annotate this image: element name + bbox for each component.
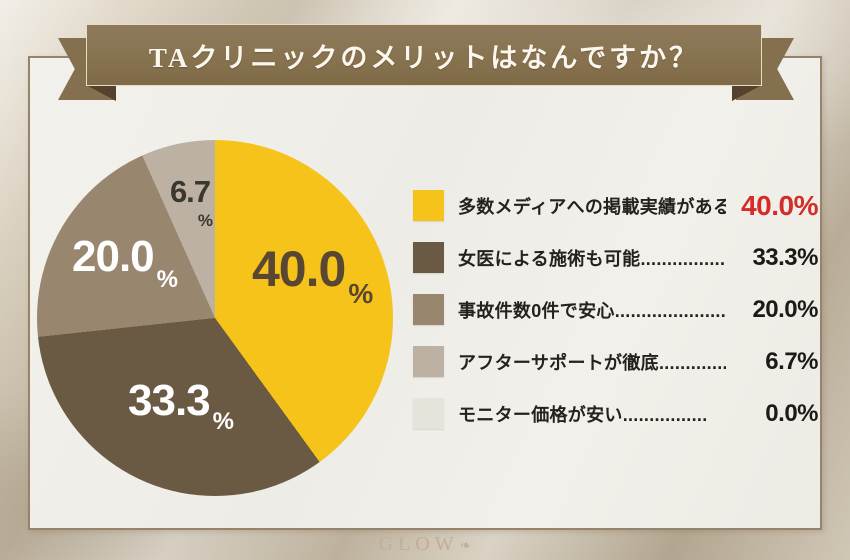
pie-slice-label-20: 20.0 % <box>72 232 178 293</box>
percent-sign: % <box>348 278 374 309</box>
legend-swatch <box>413 346 444 377</box>
legend-row: 事故件数0件で安心....................... 20.0% <box>413 294 819 325</box>
slice-value: 6.7 <box>169 174 211 209</box>
brand-watermark: GLOW❧ <box>0 533 850 556</box>
legend-value: 6.7% <box>765 347 818 375</box>
legend-row: 多数メディアへの掲載実績がある.... 40.0% <box>413 189 819 221</box>
legend-label: 事故件数0件で安心....................... <box>458 300 726 321</box>
legend-swatch <box>413 242 444 273</box>
legend-swatch <box>413 294 444 325</box>
page-title: TAクリニックのメリットはなんですか？ <box>148 42 700 73</box>
legend-label: アフターサポートが徹底............. <box>458 352 726 373</box>
legend-swatch <box>413 190 444 221</box>
slice-value: 20.0 <box>72 232 155 281</box>
slice-value: 33.3 <box>128 376 211 425</box>
leaf-flourish-icon: ❧ <box>459 539 472 554</box>
pie-slice-label-6-7: 6.7 % <box>163 174 217 231</box>
percent-sign: % <box>156 266 178 293</box>
legend-label: 多数メディアへの掲載実績がある.... <box>458 196 726 217</box>
chart-legend: 多数メディアへの掲載実績がある.... 40.0% 女医による施術も可能....… <box>413 189 819 450</box>
legend-row: モニター価格が安い................ 0.0% <box>413 398 819 429</box>
percent-sign: % <box>197 211 213 230</box>
legend-row: アフターサポートが徹底............. 6.7% <box>413 346 819 377</box>
legend-row: 女医による施術も可能................. 33.3% <box>413 242 819 273</box>
pie-slice-label-33: 33.3 % <box>128 376 234 435</box>
legend-value: 0.0% <box>765 399 818 427</box>
legend-label: モニター価格が安い................ <box>458 404 708 425</box>
pie-slice-label-40: 40.0 % <box>252 240 373 309</box>
pie-chart <box>37 140 393 496</box>
percent-sign: % <box>212 408 234 435</box>
brand-name: GLOW <box>378 533 459 555</box>
legend-label: 女医による施術も可能................. <box>458 248 726 269</box>
title-banner: TAクリニックのメリットはなんですか？ <box>86 24 762 86</box>
legend-value: 33.3% <box>752 243 818 271</box>
legend-swatch <box>413 398 444 429</box>
slice-value: 40.0 <box>252 241 346 297</box>
legend-value: 20.0% <box>752 295 818 323</box>
legend-value: 40.0% <box>741 189 818 221</box>
